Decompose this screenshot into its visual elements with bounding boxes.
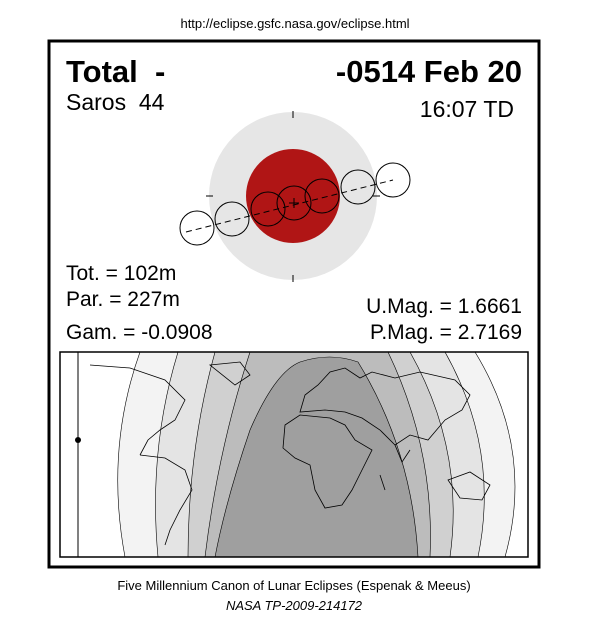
coastlines <box>89 361 491 546</box>
publication: NASA TP-2009-214172 <box>226 598 363 613</box>
ticks <box>206 111 380 282</box>
visibility-map <box>59 351 529 558</box>
partial-duration: Par. = 227m <box>66 288 180 311</box>
moon-path <box>185 179 394 233</box>
saros: Saros 44 <box>66 89 165 115</box>
moon-positions <box>179 162 411 246</box>
eclipse-date: -0514 Feb 20 <box>336 54 522 89</box>
umbral-magnitude: U.Mag. = 1.6661 <box>366 295 522 318</box>
umbra <box>246 149 340 243</box>
canon: Five Millennium Canon of Lunar Eclipses … <box>117 578 470 593</box>
totality-duration: Tot. = 102m <box>66 262 176 285</box>
gamma: Gam. = -0.0908 <box>66 321 213 344</box>
eclipse-type: Total - <box>66 54 165 89</box>
marker <box>75 437 81 443</box>
url: http://eclipse.gsfc.nasa.gov/eclipse.htm… <box>180 16 409 31</box>
frame <box>47 39 541 569</box>
eclipse-geometry <box>179 111 411 282</box>
time: 16:07 TD <box>420 96 514 122</box>
penumbral-magnitude: P.Mag. = 2.7169 <box>370 321 522 344</box>
